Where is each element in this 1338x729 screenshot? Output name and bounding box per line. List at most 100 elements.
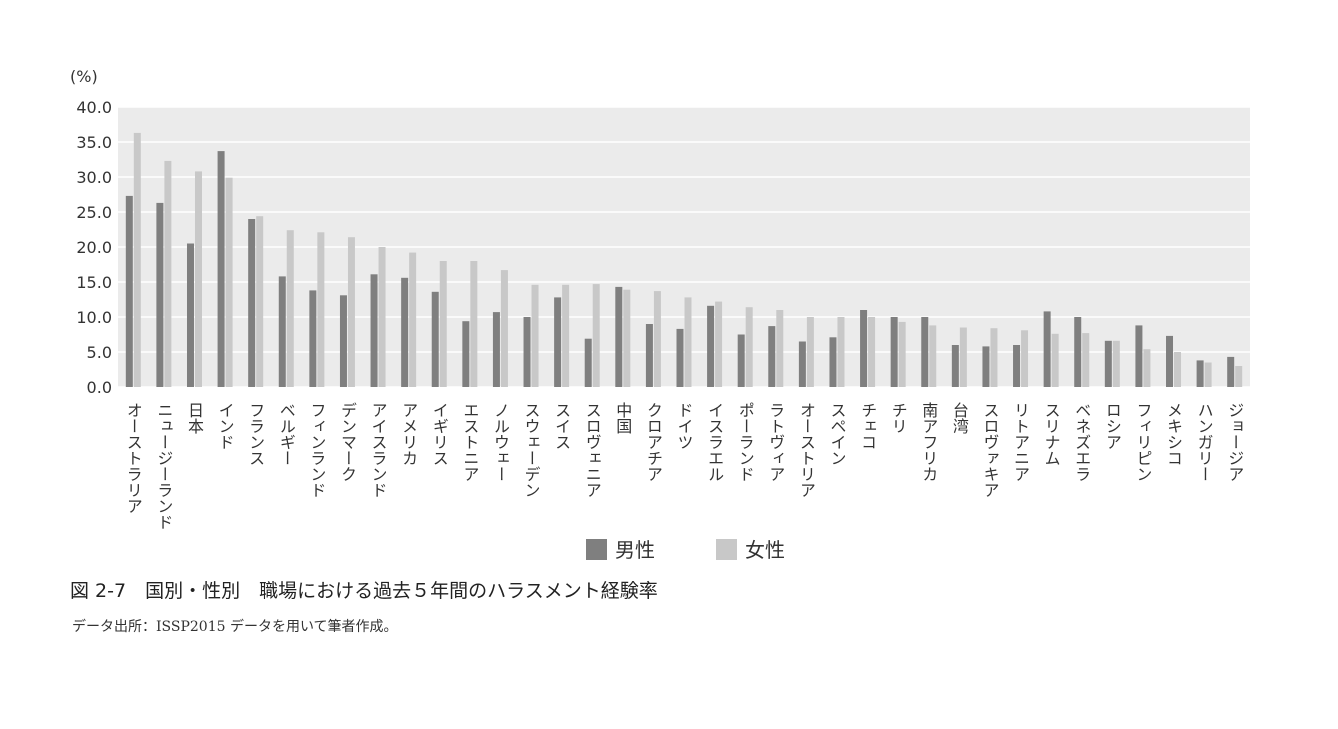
x-category-label: ドイツ — [675, 402, 694, 450]
bar-male — [1135, 325, 1143, 387]
x-category-label: ロシア — [1103, 402, 1122, 450]
x-category-label: スロヴァキア — [980, 402, 999, 498]
bar-female — [347, 237, 355, 387]
x-category-label: ベネズエラ — [1072, 402, 1091, 482]
bar-female — [439, 261, 447, 387]
bar-female — [929, 325, 937, 387]
bar-male — [248, 219, 256, 387]
y-tick-label: 40.0 — [76, 98, 112, 117]
bar-male — [217, 151, 225, 387]
legend-swatch-male — [586, 539, 607, 560]
legend-label-male: 男性 — [615, 538, 655, 562]
y-tick-label: 35.0 — [76, 133, 112, 152]
x-category-label: 日本 — [185, 402, 204, 434]
bar-male — [1166, 335, 1174, 387]
bar-male — [737, 334, 745, 387]
bar-male — [615, 286, 623, 387]
x-category-label: メキシコ — [1164, 402, 1183, 466]
bar-male — [645, 324, 653, 387]
bar-female — [959, 327, 967, 387]
x-category-label: インド — [216, 402, 235, 450]
bar-male — [768, 326, 776, 387]
x-axis-labels: オーストラリア ニュージーランド 日本 インド フランス ベルギー フィンランド デンマークア… — [124, 402, 1244, 530]
bar-female — [1021, 330, 1029, 387]
bar-male — [860, 310, 868, 387]
bar-female — [133, 132, 141, 387]
chart-grid — [118, 106, 1250, 388]
legend: 男性 女性 — [586, 538, 785, 562]
x-category-label: クロアチア — [644, 402, 663, 482]
x-category-label: ニュージーランド — [154, 402, 173, 530]
bar-male — [401, 277, 409, 387]
bar-female — [500, 270, 508, 387]
bar-male — [1227, 356, 1235, 387]
bar-female — [653, 291, 661, 387]
x-category-label: スロヴェニア — [583, 402, 602, 498]
bar-female — [286, 230, 294, 387]
bar-female — [164, 160, 172, 387]
bar-female — [1143, 349, 1151, 387]
y-tick-label: 30.0 — [76, 168, 112, 187]
bar-female — [225, 177, 233, 387]
x-category-label: エストニア — [460, 402, 479, 482]
x-category-label: イギリス — [430, 402, 449, 466]
x-category-label: 中国 — [613, 402, 632, 434]
y-tick-label: 0.0 — [87, 378, 112, 397]
x-category-label: フィリピン — [1133, 402, 1152, 482]
x-category-label: スウェーデン — [522, 402, 541, 498]
y-tick-label: 10.0 — [76, 308, 112, 327]
bar-male — [492, 312, 500, 387]
bar-male — [921, 317, 929, 387]
x-category-label: オーストリア — [797, 402, 816, 498]
bar-female — [745, 307, 753, 387]
x-category-label: フィンランド — [307, 402, 326, 498]
x-category-label: チェコ — [858, 402, 877, 450]
x-category-label: 台湾 — [950, 402, 969, 434]
bar-male — [1196, 360, 1204, 387]
bar-male — [951, 345, 959, 387]
bar-male — [707, 305, 715, 387]
figure-source-note: データ出所：ISSP2015 データを用いて筆者作成。 — [72, 619, 398, 635]
y-tick-label: 5.0 — [87, 343, 112, 362]
x-category-label: チリ — [889, 402, 908, 434]
bar-female — [898, 321, 906, 387]
bar-male — [125, 195, 133, 387]
x-category-label: フランス — [246, 402, 265, 466]
bar-male — [1074, 317, 1082, 387]
bar-male — [829, 337, 837, 387]
bar-male — [186, 243, 194, 387]
y-tick-label: 15.0 — [76, 273, 112, 292]
x-category-label: リトアニア — [1011, 402, 1030, 482]
y-axis-unit-label: (%) — [70, 67, 98, 86]
bar-male — [523, 317, 531, 387]
x-category-label: ベルギー — [277, 402, 296, 466]
bar-female — [378, 247, 386, 387]
bar-female — [684, 297, 692, 387]
bar-female — [531, 284, 539, 387]
bar-female — [1051, 333, 1059, 387]
x-category-label: ハンガリー — [1195, 402, 1214, 482]
bar-male — [1013, 345, 1021, 387]
bar-male — [1104, 340, 1112, 387]
bar-female — [623, 289, 631, 387]
bar-male — [309, 290, 317, 387]
x-category-label: ポーランド — [736, 402, 755, 482]
figure-caption: 図 2-7 国別・性別 職場における過去５年間のハラスメント経験率 — [70, 580, 658, 602]
x-category-label: スリナム — [1042, 402, 1061, 466]
bar-female — [1235, 366, 1243, 387]
bar-female — [194, 171, 202, 387]
bar-female — [1082, 333, 1090, 387]
bar-female — [1204, 362, 1212, 387]
bar-female — [837, 317, 845, 387]
bar-female — [317, 232, 325, 387]
bar-male — [278, 276, 286, 387]
x-category-label: アイスランド — [369, 402, 388, 498]
y-axis: 0.0 5.0 10.0 15.0 20.0 25.0 30.0 35.0 40.0 — [76, 98, 112, 397]
bar-female — [562, 284, 570, 387]
y-tick-label: 20.0 — [76, 238, 112, 257]
bars — [125, 132, 1243, 387]
bar-male — [554, 297, 562, 387]
x-category-label: オーストラリア — [124, 402, 143, 514]
x-category-label: スペイン — [827, 402, 846, 466]
